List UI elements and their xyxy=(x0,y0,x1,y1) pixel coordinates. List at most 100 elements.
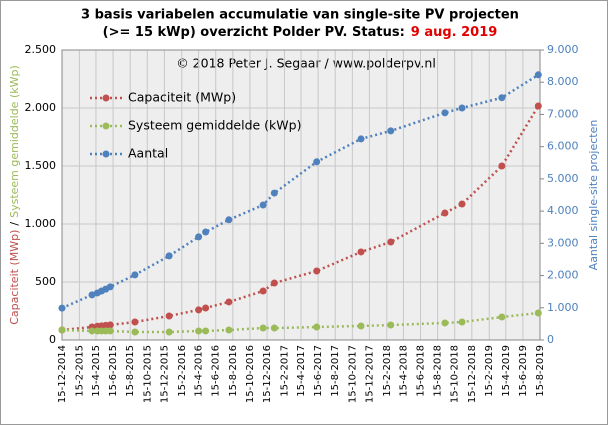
x-tick-label: 15-2-2019 xyxy=(484,345,495,397)
series-line xyxy=(61,73,539,310)
x-tick-label: 15-12-2016 xyxy=(262,345,273,403)
x-tick-label: 15-2-2015 xyxy=(74,345,85,397)
y2-tick-label: 9.000 xyxy=(547,43,579,56)
y2-tick-label: 8.000 xyxy=(547,75,579,88)
x-tick-label: 15-8-2015 xyxy=(125,345,136,397)
x-tick-label: 15-10-2016 xyxy=(245,345,256,403)
point xyxy=(58,326,66,334)
point xyxy=(131,318,139,326)
y-tick-label: 1.500 xyxy=(25,159,57,172)
point xyxy=(58,304,66,312)
y2-tick-label: 1.000 xyxy=(547,301,579,314)
chart-title: 3 basis variabelen accumulatie van singl… xyxy=(81,8,519,23)
point xyxy=(458,104,466,112)
x-tick-label: 15-10-2018 xyxy=(450,345,461,403)
annotation: © 2018 Peter J. Segaar / www.polderpv.nl xyxy=(176,56,436,71)
y-tick-label: 1.000 xyxy=(25,217,57,230)
point xyxy=(225,326,233,334)
point xyxy=(270,279,278,287)
x-tick-label: 15-10-2017 xyxy=(347,345,358,403)
point xyxy=(270,189,278,197)
point xyxy=(106,283,114,291)
point xyxy=(387,321,395,329)
y2-tick-label: 4.000 xyxy=(547,204,579,217)
point xyxy=(441,319,449,327)
point xyxy=(387,238,395,246)
point xyxy=(534,309,542,317)
y2-tick-label: 2.000 xyxy=(547,269,579,282)
x-tick-label: 15-6-2016 xyxy=(211,345,222,397)
point xyxy=(202,327,210,335)
point xyxy=(259,201,267,209)
y-tick-label: 500 xyxy=(35,275,56,288)
chart-subtitle: (>= 15 kWp) overzicht Polder PV. Status:… xyxy=(103,25,498,40)
point xyxy=(88,291,96,299)
point xyxy=(225,298,233,306)
x-tick-label: 15-4-2016 xyxy=(194,345,205,397)
y2-tick-label: 0 xyxy=(547,333,554,346)
x-tick-label: 15-12-2014 xyxy=(57,345,68,403)
point xyxy=(313,323,321,331)
x-tick-label: 15-2-2016 xyxy=(177,345,188,397)
point xyxy=(441,109,449,117)
point xyxy=(259,287,267,295)
y-tick-label: 2.500 xyxy=(25,43,57,56)
point xyxy=(357,135,365,143)
y2-tick-label: 6.000 xyxy=(547,140,579,153)
x-tick-label: 15-8-2017 xyxy=(330,345,341,397)
y-axis-label: Capaciteit (MWp) / Systeem gemiddelde (kWp… xyxy=(8,65,21,325)
x-tick-label: 15-12-2018 xyxy=(467,345,478,403)
x-tick-label: 15-4-2017 xyxy=(296,345,307,397)
point xyxy=(498,162,506,170)
point xyxy=(441,209,449,217)
legend-marker xyxy=(102,94,110,102)
legend-label: Aantal xyxy=(128,146,168,161)
x-tick-label: 15-12-2017 xyxy=(364,345,375,403)
y-tick-label: 2.000 xyxy=(25,101,57,114)
point xyxy=(106,327,114,335)
point xyxy=(131,271,139,279)
x-tick-label: 15-10-2015 xyxy=(142,345,153,403)
x-tick-label: 15-8-2016 xyxy=(228,345,239,397)
y-label-part: Systeem gemiddelde (kWp) xyxy=(8,65,21,218)
y-label-part: Capaciteit (MWp) xyxy=(8,230,21,325)
x-tick-label: 15-4-2015 xyxy=(91,345,102,397)
x-tick-label: 15-8-2019 xyxy=(535,345,546,397)
point xyxy=(498,94,506,102)
legend-label: Systeem gemiddelde (kWp) xyxy=(128,118,301,133)
point xyxy=(225,216,233,224)
x-tick-label: 15-8-2018 xyxy=(433,345,444,397)
point xyxy=(202,304,210,312)
point xyxy=(131,328,139,336)
x-tick-label: 15-6-2019 xyxy=(518,345,529,397)
point xyxy=(357,248,365,256)
x-tick-label: 15-6-2018 xyxy=(416,345,427,397)
point xyxy=(498,313,506,321)
point xyxy=(165,252,173,260)
point xyxy=(313,267,321,275)
point xyxy=(106,321,114,329)
point xyxy=(202,228,210,236)
y2-tick-label: 3.000 xyxy=(547,236,579,249)
point xyxy=(387,127,395,135)
y2-tick-label: 5.000 xyxy=(547,172,579,185)
point xyxy=(458,318,466,326)
x-tick-label: 15-2-2017 xyxy=(279,345,290,397)
point xyxy=(313,158,321,166)
x-tick-label: 15-4-2018 xyxy=(398,345,409,397)
point xyxy=(270,324,278,332)
y2-tick-label: 7.000 xyxy=(547,107,579,120)
point xyxy=(357,322,365,330)
point xyxy=(534,102,542,110)
subtitle: (>= 15 kWp) overzicht Polder PV. Status: xyxy=(103,25,405,40)
point xyxy=(195,327,203,335)
x-tick-label: 15-6-2015 xyxy=(108,345,119,397)
point xyxy=(534,71,542,79)
y-label-part: / xyxy=(8,222,21,226)
x-tick-label: 15-4-2019 xyxy=(501,345,512,397)
point xyxy=(88,327,96,335)
point xyxy=(165,328,173,336)
status: 9 aug. 2019 xyxy=(411,25,498,40)
x-tick-label: 15-2-2018 xyxy=(382,345,393,397)
